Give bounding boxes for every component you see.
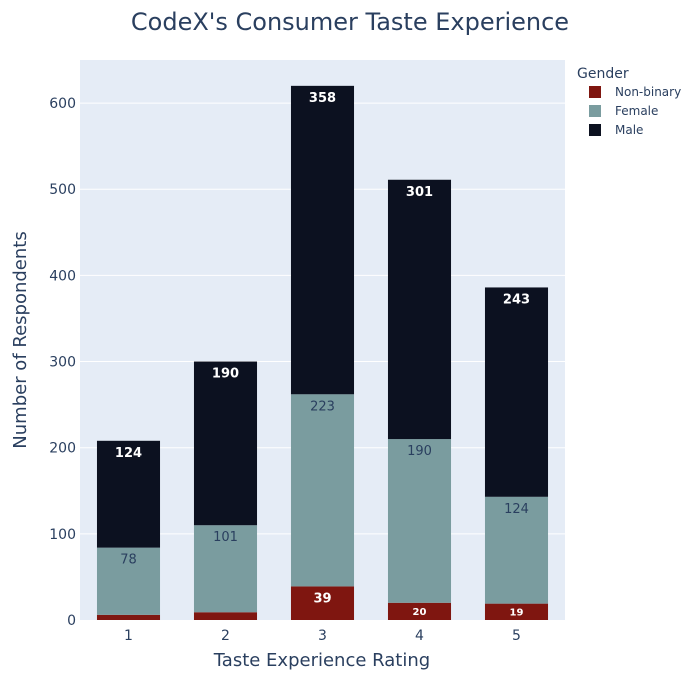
legend-label[interactable]: Male: [615, 123, 643, 137]
bar-segment[interactable]: [290, 394, 355, 587]
y-tick-label: 100: [49, 527, 76, 543]
x-tick-label: 1: [124, 628, 133, 644]
bar-segment[interactable]: [193, 612, 258, 620]
data-label: 301: [406, 185, 433, 200]
data-labels: 78 124 101 190 39 223 358 20 190 301 19 124 243: [115, 91, 530, 619]
data-label: 124: [504, 502, 529, 517]
x-tick-label: 4: [415, 628, 424, 644]
legend-swatch[interactable]: [589, 105, 601, 117]
legend-swatch[interactable]: [589, 124, 601, 136]
x-axis-ticks: 1 2 3 4 5: [124, 628, 521, 644]
bar-segment[interactable]: [290, 85, 355, 395]
bar-segment[interactable]: [484, 603, 549, 620]
bar-segment[interactable]: [387, 602, 452, 620]
x-tick-label: 2: [221, 628, 230, 644]
y-tick-label: 600: [49, 96, 76, 112]
data-label: 223: [310, 399, 335, 414]
bar-segment[interactable]: [96, 440, 161, 548]
data-label: 190: [212, 367, 239, 382]
bar-segment[interactable]: [96, 614, 161, 620]
data-label: 78: [120, 553, 137, 568]
data-label: 39: [313, 591, 331, 606]
x-tick-label: 5: [512, 628, 521, 644]
legend-title: Gender: [577, 66, 629, 82]
bar-segment[interactable]: [387, 439, 452, 603]
y-tick-label: 0: [67, 613, 76, 629]
y-tick-label: 400: [49, 268, 76, 284]
legend-swatch[interactable]: [589, 86, 601, 98]
x-tick-label: 3: [318, 628, 327, 644]
chart-title: CodeX's Consumer Taste Experience: [131, 8, 569, 36]
data-label: 124: [115, 446, 142, 461]
y-axis-ticks: 0 100 200 300 400 500 600: [49, 96, 76, 629]
legend-label[interactable]: Female: [615, 104, 658, 118]
bar-segment[interactable]: [387, 179, 452, 440]
bar-segment[interactable]: [484, 496, 549, 604]
y-tick-label: 200: [49, 441, 76, 457]
bar-segment[interactable]: [193, 525, 258, 613]
bar-segment[interactable]: [290, 586, 355, 620]
legend-label[interactable]: Non-binary: [615, 85, 681, 99]
data-label: 190: [407, 444, 432, 459]
y-axis-title: Number of Respondents: [10, 231, 31, 448]
bar-segment[interactable]: [96, 547, 161, 615]
legend[interactable]: Gender Non-binary Female Male: [577, 66, 681, 137]
bars: [96, 85, 549, 620]
y-tick-label: 300: [49, 355, 76, 371]
y-tick-label: 500: [49, 182, 76, 198]
data-label: 358: [309, 91, 336, 106]
data-label: 19: [510, 608, 524, 619]
x-axis-title: Taste Experience Rating: [213, 650, 430, 671]
data-label: 20: [413, 607, 427, 618]
bar-segment[interactable]: [193, 361, 258, 526]
bar-segment[interactable]: [484, 287, 549, 497]
data-label: 243: [503, 292, 530, 307]
data-label: 101: [213, 530, 238, 545]
